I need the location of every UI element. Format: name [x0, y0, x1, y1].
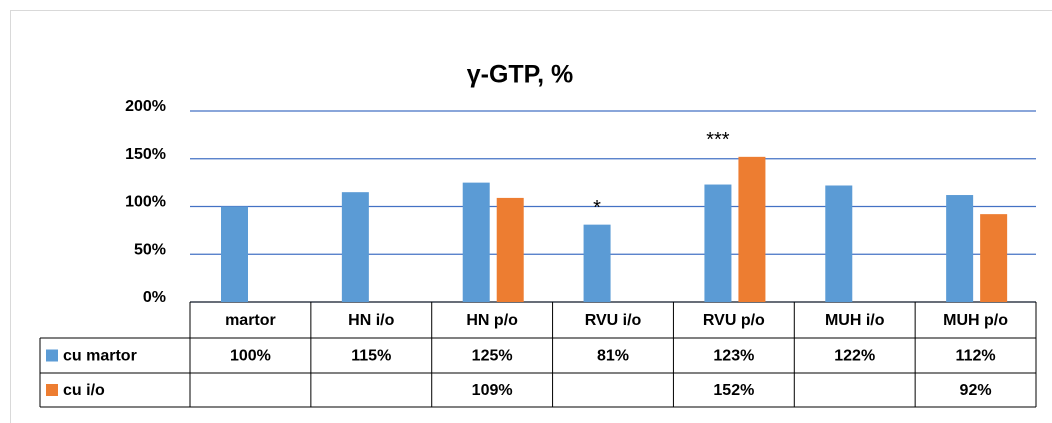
- y-tick-label: 0%: [143, 289, 166, 306]
- legend-label: cu i/o: [63, 382, 105, 399]
- bar: [583, 224, 611, 302]
- x-tick-label: HN p/o: [466, 312, 518, 329]
- legend-swatch: [46, 384, 58, 396]
- bar: [946, 195, 974, 302]
- x-tick-label: RVU p/o: [703, 312, 765, 329]
- x-tick-label: MUH i/o: [825, 312, 885, 329]
- y-tick-label: 200%: [125, 98, 166, 115]
- chart-frame: [10, 10, 1052, 423]
- x-tick-label: RVU i/o: [585, 312, 642, 329]
- x-tick-label: HN i/o: [348, 312, 394, 329]
- x-tick-label: martor: [225, 312, 276, 329]
- data-table-value: 123%: [713, 348, 754, 365]
- data-table-value: 92%: [960, 382, 992, 399]
- bar: [738, 156, 766, 302]
- data-table-value: 122%: [834, 348, 875, 365]
- legend-label: cu martor: [63, 348, 137, 365]
- bar: [825, 185, 853, 302]
- data-table-value: 152%: [713, 382, 754, 399]
- bar: [496, 197, 524, 302]
- data-table-value: 81%: [597, 348, 629, 365]
- legend-swatch: [46, 349, 58, 362]
- y-tick-label: 100%: [125, 194, 166, 211]
- y-tick-label: 150%: [125, 146, 166, 163]
- bar: [704, 184, 732, 302]
- x-tick-label: MUH p/o: [943, 312, 1008, 329]
- annotation: ***: [706, 129, 730, 151]
- y-tick-label: 50%: [134, 241, 166, 258]
- data-table-value: 112%: [956, 348, 996, 365]
- annotation: *: [593, 197, 601, 219]
- bar: [221, 206, 248, 302]
- bar: [341, 192, 369, 302]
- data-table-value: 125%: [472, 348, 513, 365]
- data-table-value: 100%: [230, 348, 271, 365]
- bar: [462, 182, 490, 302]
- bar: [980, 214, 1008, 302]
- chart-title: γ-GTP, %: [467, 61, 574, 89]
- data-table-value: 115%: [351, 348, 391, 365]
- data-table-value: 109%: [472, 382, 513, 399]
